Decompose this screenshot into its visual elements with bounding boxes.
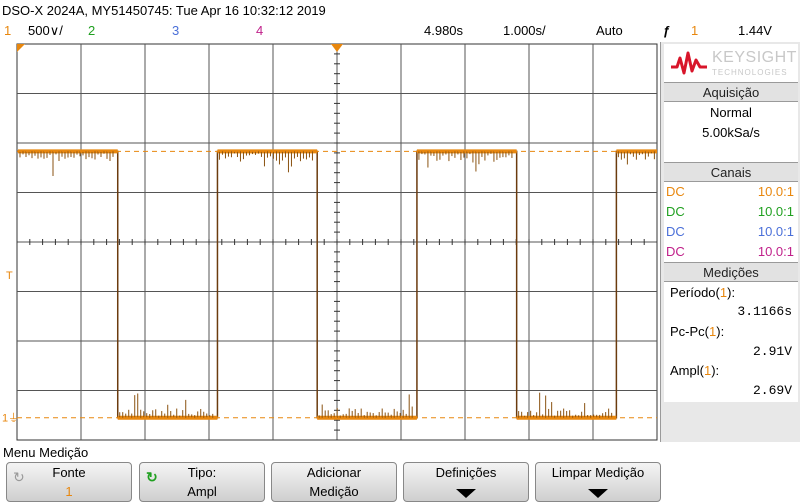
softkey-settings[interactable]: Definições	[403, 462, 529, 502]
measurements-heading: Medições	[664, 262, 798, 282]
softkey-type[interactable]: ↻ Tipo: Ampl	[139, 462, 265, 502]
channels-heading: Canais	[664, 162, 798, 182]
softkey-source[interactable]: ↻ Fonte 1	[6, 462, 132, 502]
status-header: DSO-X 2024A, MY51450745: Tue Apr 16 10:3…	[0, 0, 800, 42]
rotate-knob-icon: ↻	[146, 469, 158, 485]
channel-row-1: DC 10.0:1	[664, 182, 798, 202]
measurement-period-value: 3.1166s	[737, 304, 792, 319]
ch2-number[interactable]: 2	[88, 23, 96, 38]
sample-rate: 5.00kSa/s	[702, 125, 760, 140]
time-delay[interactable]: 4.980s	[424, 23, 464, 38]
ch1-scale[interactable]: 500∨/	[28, 23, 63, 38]
trigger-slope-icon: ƒ	[663, 23, 671, 38]
channel-row-2: DC 10.0:1	[664, 202, 798, 222]
ch2-coupling: DC	[666, 204, 685, 219]
menu-title: Menu Medição	[3, 445, 89, 460]
measurement-pkpk-label: Pc-Pc(1):	[670, 324, 725, 339]
channels-section	[664, 182, 798, 262]
channel-row-4: DC 10.0:1	[664, 242, 798, 262]
softkey-clear-label: Limpar Medição	[551, 465, 645, 480]
softkey-add-label: Adicionar	[306, 465, 362, 480]
softkey-source-value: 1	[65, 484, 73, 499]
submenu-arrow-icon	[456, 489, 476, 498]
softkey-source-label: Fonte	[52, 465, 86, 480]
softkey-clear-measurement[interactable]: Limpar Medição	[535, 462, 661, 502]
time-scale[interactable]: 1.000s/	[503, 23, 546, 38]
softkey-add-label-2: Medição	[309, 484, 359, 499]
softkey-settings-label: Definições	[435, 465, 497, 480]
ch4-coupling: DC	[666, 244, 685, 259]
ch1-probe: 10.0:1	[757, 184, 794, 199]
acquisition-heading: Aquisição	[664, 82, 798, 102]
submenu-arrow-icon	[588, 489, 608, 498]
brand-sub: TECHNOLOGIES	[712, 68, 788, 77]
ch4-probe: 10.0:1	[757, 244, 794, 259]
ch4-number[interactable]: 4	[256, 23, 264, 38]
trigger-source[interactable]: 1	[691, 23, 699, 38]
waveform-display[interactable]: T 1⏚	[0, 42, 660, 442]
ch3-coupling: DC	[666, 224, 685, 239]
acquisition-section: Normal 5.00kSa/s	[664, 102, 798, 162]
rotate-knob-icon: ↻	[13, 469, 25, 485]
instrument-title: DSO-X 2024A, MY51450745: Tue Apr 16 10:3…	[2, 3, 326, 18]
ch2-probe: 10.0:1	[757, 204, 794, 219]
trigger-level-marker: T	[6, 270, 13, 282]
measurements-section: Período(1): 3.1166s Pc-Pc(1): 2.91V Ampl…	[664, 282, 798, 402]
measurement-pkpk-value: 2.91V	[752, 344, 792, 359]
measurement-ampl-value: 2.69V	[752, 383, 792, 398]
softkey-type-value: Ampl	[187, 484, 217, 499]
channel-row-3: DC 10.0:1	[664, 222, 798, 242]
ch1-number[interactable]: 1	[4, 23, 12, 38]
acquisition-mode: Normal	[710, 105, 752, 120]
scope-graticule: T 1⏚	[2, 43, 658, 441]
brand-name: KEYSIGHT	[712, 49, 797, 66]
softkey-add-measurement[interactable]: Adicionar Medição	[271, 462, 397, 502]
keysight-wave-icon	[671, 51, 707, 75]
time-reference-marker	[17, 44, 25, 52]
softkey-type-label: Tipo:	[187, 465, 217, 480]
info-side-panel: KEYSIGHT TECHNOLOGIES Aquisição Normal 5…	[660, 42, 800, 442]
trigger-mode[interactable]: Auto	[596, 23, 623, 38]
brand-logo: KEYSIGHT TECHNOLOGIES	[664, 44, 798, 84]
measurement-ampl-label: Ampl(1):	[670, 363, 720, 378]
trigger-level[interactable]: 1.44V	[738, 23, 772, 38]
ch1-coupling: DC	[666, 184, 685, 199]
ch3-probe: 10.0:1	[757, 224, 794, 239]
trigger-position-marker	[331, 44, 343, 52]
ch3-number[interactable]: 3	[172, 23, 180, 38]
measurement-period-label: Período(1):	[670, 285, 736, 300]
ch1-ground-marker: 1⏚	[2, 412, 19, 425]
